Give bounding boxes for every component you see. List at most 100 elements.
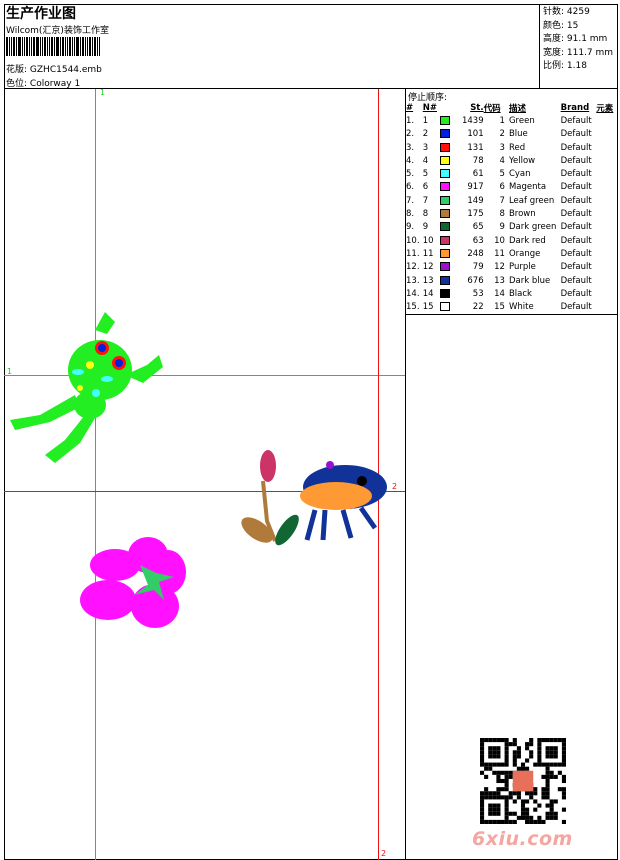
row-index: 8.	[406, 209, 415, 220]
color-code: 7	[499, 195, 505, 206]
element	[596, 261, 618, 274]
color-description: Dark red	[508, 235, 546, 246]
needle-number: 2	[422, 129, 429, 140]
color-code: 2	[499, 129, 505, 140]
needle-number: 12	[422, 262, 434, 273]
color-swatch-cell	[440, 274, 456, 287]
magenta-flower	[80, 537, 186, 628]
guide-horizontal-1	[4, 375, 405, 376]
stitch-count: 101	[467, 129, 484, 140]
row-index: 10.	[406, 235, 420, 246]
colorway-label: 色位:	[6, 79, 28, 89]
color-swatch-cell	[440, 287, 456, 300]
color-swatch	[440, 209, 451, 219]
brand: Default	[560, 235, 592, 246]
color-swatch	[440, 195, 451, 205]
table-row: 3. 3 131 3 Red Default	[406, 141, 618, 154]
column-header: 描述	[508, 103, 526, 114]
color-swatch-cell	[440, 221, 456, 234]
color-count: 颜色: 15	[543, 20, 579, 31]
needle-number: 5	[422, 169, 429, 180]
element	[596, 234, 618, 247]
color-description: Purple	[508, 262, 536, 273]
table-row: 7. 7 149 7 Leaf green Default	[406, 194, 618, 207]
color-description: Red	[508, 142, 526, 153]
color-swatch	[440, 182, 451, 192]
design-file: 花版: GZHC1544.emb	[6, 62, 102, 75]
row-index: 12.	[406, 262, 420, 273]
brand: Default	[560, 115, 592, 126]
brand: Default	[560, 275, 592, 286]
table-row: 9. 9 65 9 Dark green Default	[406, 221, 618, 234]
color-description: Cyan	[508, 169, 531, 180]
green-frog	[10, 312, 163, 463]
needle-number: 13	[422, 275, 434, 286]
row-index: 13.	[406, 275, 420, 286]
stitch-count: 1439	[461, 115, 484, 126]
stop-sequence-title: 停止顺序:	[408, 93, 448, 103]
element	[596, 287, 618, 300]
design-value: GZHC1544.emb	[29, 65, 102, 75]
color-description: Blue	[508, 129, 528, 140]
color-code: 12	[494, 262, 505, 273]
design-label: 花版:	[6, 65, 28, 75]
needle-number: 15	[422, 302, 434, 313]
design-height: 高度: 91.1 mm	[543, 34, 608, 44]
needle-number: 8	[422, 209, 429, 220]
table-row: 1. 1 1439 1 Green Default	[406, 114, 618, 127]
color-code: 10	[494, 235, 505, 246]
brand: Default	[560, 288, 592, 299]
color-description: White	[508, 302, 534, 313]
table-row: 14. 14 53 14 Black Default	[406, 287, 618, 300]
needle-number: 1	[422, 115, 429, 126]
column-header: 代码	[483, 103, 501, 114]
stitch-count: 79	[472, 262, 484, 273]
table-row: 15. 15 22 15 White Default	[406, 300, 618, 313]
color-description: Brown	[508, 209, 536, 220]
color-description: Magenta	[508, 182, 547, 193]
color-swatch	[440, 155, 451, 165]
element	[596, 167, 618, 180]
color-swatch-cell	[440, 154, 456, 167]
color-code: 6	[499, 182, 505, 193]
column-header: St.	[470, 102, 484, 113]
color-swatch-cell	[440, 261, 456, 274]
element	[596, 194, 618, 207]
guide-label-2-right: 2	[392, 482, 398, 491]
stitch-count: 78	[472, 155, 484, 166]
row-index: 5.	[406, 169, 415, 180]
element	[596, 154, 618, 167]
table-row: 11. 11 248 11 Orange Default	[406, 247, 618, 260]
needle-number: 4	[422, 155, 429, 166]
column-header	[440, 101, 456, 114]
column-header: #	[406, 102, 414, 113]
element	[596, 207, 618, 220]
guide-label-2-bottom: 2	[381, 849, 387, 858]
design-info: 针数: 4259 颜色: 15 高度: 91.1 mm 宽度: 111.7 mm…	[539, 4, 618, 89]
stop-sequence-table: # N# St. 代码 描述 Brand 元素 1. 1 1439 1 Green Defa…	[406, 101, 618, 314]
row-index: 6.	[406, 182, 415, 193]
stitch-count: 175	[467, 209, 484, 220]
color-swatch	[440, 129, 451, 139]
element	[596, 300, 618, 313]
needle-number: 14	[422, 288, 434, 299]
color-swatch	[440, 275, 451, 285]
stitch-count: 61	[472, 169, 484, 180]
qr-code	[480, 738, 566, 824]
color-code: 8	[499, 209, 505, 220]
row-index: 4.	[406, 155, 415, 166]
color-swatch	[440, 222, 451, 232]
color-swatch-cell	[440, 247, 456, 260]
embroidery-preview	[10, 312, 387, 628]
brand: Default	[560, 209, 592, 220]
color-swatch-cell	[440, 234, 456, 247]
element	[596, 181, 618, 194]
color-swatch-cell	[440, 181, 456, 194]
table-row: 6. 6 917 6 Magenta Default	[406, 181, 618, 194]
row-index: 7.	[406, 195, 415, 206]
brand: Default	[560, 182, 592, 193]
table-row: 13. 13 676 13 Dark blue Default	[406, 274, 618, 287]
brand: Default	[560, 129, 592, 140]
brand: Default	[560, 262, 592, 273]
stitch-count: 917	[467, 182, 484, 193]
